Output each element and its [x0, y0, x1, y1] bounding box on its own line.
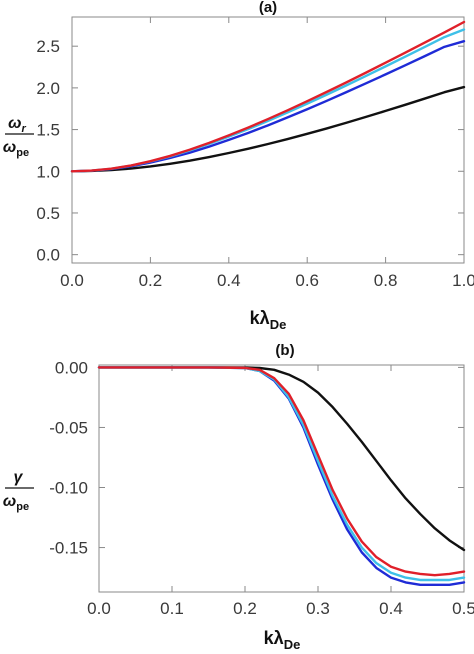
panel-b-ylabel-num: γ [14, 469, 24, 486]
x-tick-label: 0.0 [60, 271, 84, 290]
y-tick-label: -0.10 [49, 479, 88, 498]
series-line-1 [97, 366, 466, 552]
y-tick-label: -0.05 [49, 418, 88, 437]
panel-a-ylabel-num: ω [8, 115, 21, 132]
panel-b-xlabel: kλDe [264, 628, 301, 652]
panel-a-y-ticks: 0.0 0.5 1.0 1.5 2.0 2.5 [36, 37, 464, 265]
x-tick-label: 0.4 [217, 271, 241, 290]
series-line-3 [70, 28, 466, 173]
panel-b-ylabel-den: ω [3, 493, 16, 510]
panel-b-xlabel-main: kλ [264, 628, 284, 648]
y-tick-label: 0.0 [36, 246, 60, 265]
panel-a-xlabel-main: kλ [250, 308, 270, 328]
panel-a-xlabel-sub: De [270, 317, 287, 332]
panel-b: (b) 0.0 0.1 0.2 0.3 0.4 0.5 0.00 -0.05 -0.10 -0.… [3, 342, 474, 652]
x-tick-label: 0.4 [379, 599, 403, 618]
panel-a-x-ticks: 0.0 0.2 0.4 0.6 0.8 1.0 [60, 17, 474, 290]
x-tick-label: 0.8 [374, 271, 398, 290]
x-tick-label: 0.5 [452, 599, 474, 618]
y-tick-label: 0.00 [55, 358, 88, 377]
panel-a-plot-frame [71, 16, 465, 264]
x-tick-label: 1.0 [452, 271, 474, 290]
panel-a-title: (a) [259, 0, 277, 16]
series-line-2 [70, 39, 466, 173]
panel-b-ylabel-den-sub: pe [16, 501, 29, 513]
svg-text:ωpe: ωpe [3, 139, 29, 159]
x-tick-label: 0.2 [139, 271, 163, 290]
panel-b-plot-frame [98, 364, 465, 593]
panel-b-title: (b) [275, 342, 294, 359]
y-tick-label: 0.5 [36, 204, 60, 223]
panel-b-ylabel: γ ωpe [3, 469, 34, 513]
panel-a-ylabel-num-sub: r [22, 123, 27, 135]
panel-a-ylabel-den-sub: pe [16, 147, 29, 159]
y-tick-label: 1.5 [36, 121, 60, 140]
panel-b-series [97, 366, 466, 586]
x-tick-label: 0.0 [87, 599, 111, 618]
y-tick-label: -0.15 [49, 539, 88, 558]
svg-text:ωr: ωr [8, 115, 26, 135]
panel-a-xlabel: kλDe [250, 308, 287, 332]
panel-b-x-ticks: 0.0 0.1 0.2 0.3 0.4 0.5 [87, 365, 474, 618]
x-tick-label: 0.3 [306, 599, 330, 618]
panel-a: (a) 0.0 0.2 0.4 0.6 0.8 1.0 0.0 0.5 1.0 1.5 2.0 2.… [3, 0, 474, 332]
series-line-2 [97, 366, 466, 586]
panel-a-ylabel: ωr ωpe [3, 115, 34, 159]
series-line-1 [70, 85, 466, 173]
y-tick-label: 1.0 [36, 162, 60, 181]
x-tick-label: 0.6 [295, 271, 319, 290]
series-line-4 [70, 20, 466, 173]
x-tick-label: 0.2 [233, 599, 257, 618]
y-tick-label: 2.0 [36, 79, 60, 98]
svg-text:ωpe: ωpe [3, 493, 29, 513]
x-tick-label: 0.1 [160, 599, 184, 618]
panel-a-ylabel-den: ω [3, 139, 16, 156]
panel-a-series [70, 20, 466, 173]
y-tick-label: 2.5 [36, 37, 60, 56]
panel-b-y-ticks: 0.00 -0.05 -0.10 -0.15 [49, 358, 464, 558]
panel-b-xlabel-sub: De [284, 637, 301, 652]
series-line-4 [97, 366, 466, 577]
series-line-3 [97, 366, 466, 582]
